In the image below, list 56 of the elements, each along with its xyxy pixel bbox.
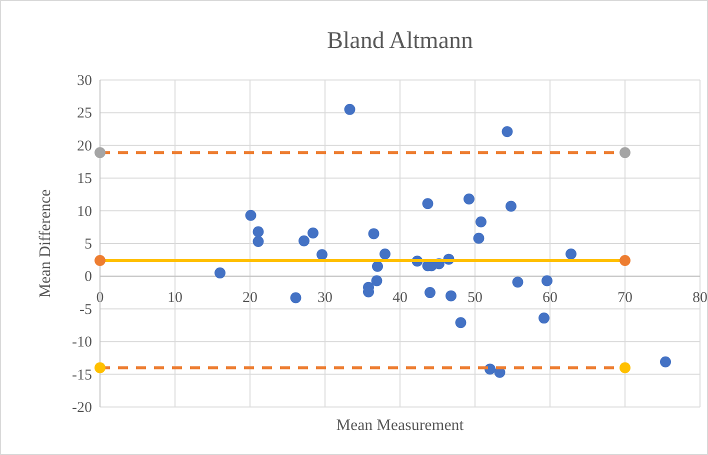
point	[245, 210, 256, 221]
y-tick-label: 25	[77, 106, 92, 122]
chart-title: Bland Altmann	[327, 28, 473, 54]
point	[422, 198, 434, 210]
point	[620, 147, 630, 158]
x-tick-label: 70	[618, 290, 632, 306]
x-tick-label: 20	[242, 290, 258, 306]
x-tick-label: 50	[468, 290, 482, 306]
x-tick-label: 40	[392, 290, 408, 306]
point	[94, 362, 106, 374]
point	[660, 356, 671, 368]
point	[620, 362, 630, 374]
y-tick-label: 10	[77, 204, 92, 220]
point	[94, 147, 106, 158]
point	[473, 232, 484, 244]
point	[538, 312, 550, 324]
point	[506, 200, 516, 212]
point	[368, 228, 380, 240]
point	[316, 249, 328, 260]
point	[372, 260, 383, 272]
y-tick-label: -5	[80, 302, 92, 318]
x-tick-label: 0	[96, 290, 104, 306]
point	[371, 275, 382, 286]
point	[308, 228, 318, 239]
point	[476, 216, 486, 228]
point	[502, 126, 513, 138]
point	[252, 226, 264, 238]
point	[620, 255, 630, 266]
point	[512, 276, 524, 288]
y-axis-title: Mean Difference	[37, 189, 54, 298]
y-tick-label: 30	[77, 73, 92, 89]
y-tick-label: -10	[72, 334, 92, 351]
point	[214, 267, 226, 278]
y-tick-label: -20	[72, 400, 92, 416]
point	[252, 236, 264, 248]
x-tick-label: 80	[692, 290, 708, 306]
point	[464, 194, 474, 205]
point	[290, 292, 302, 304]
point	[455, 317, 466, 328]
point	[542, 275, 552, 286]
point	[94, 255, 106, 266]
y-tick-label: 0	[84, 269, 92, 286]
point	[424, 287, 436, 298]
point	[298, 235, 310, 246]
point	[344, 104, 356, 115]
y-tick-label: 15	[77, 171, 92, 188]
y-tick-label: 20	[77, 138, 92, 154]
x-axis-title: Mean Measurement	[336, 417, 464, 434]
y-tick-label: -15	[72, 367, 92, 384]
x-tick-label: 30	[318, 290, 332, 306]
point	[380, 248, 390, 260]
x-tick-label: 10	[168, 290, 182, 306]
point	[566, 248, 576, 260]
point	[446, 290, 456, 302]
x-tick-label: 60	[542, 290, 558, 306]
y-tick-label: 5	[84, 236, 92, 252]
